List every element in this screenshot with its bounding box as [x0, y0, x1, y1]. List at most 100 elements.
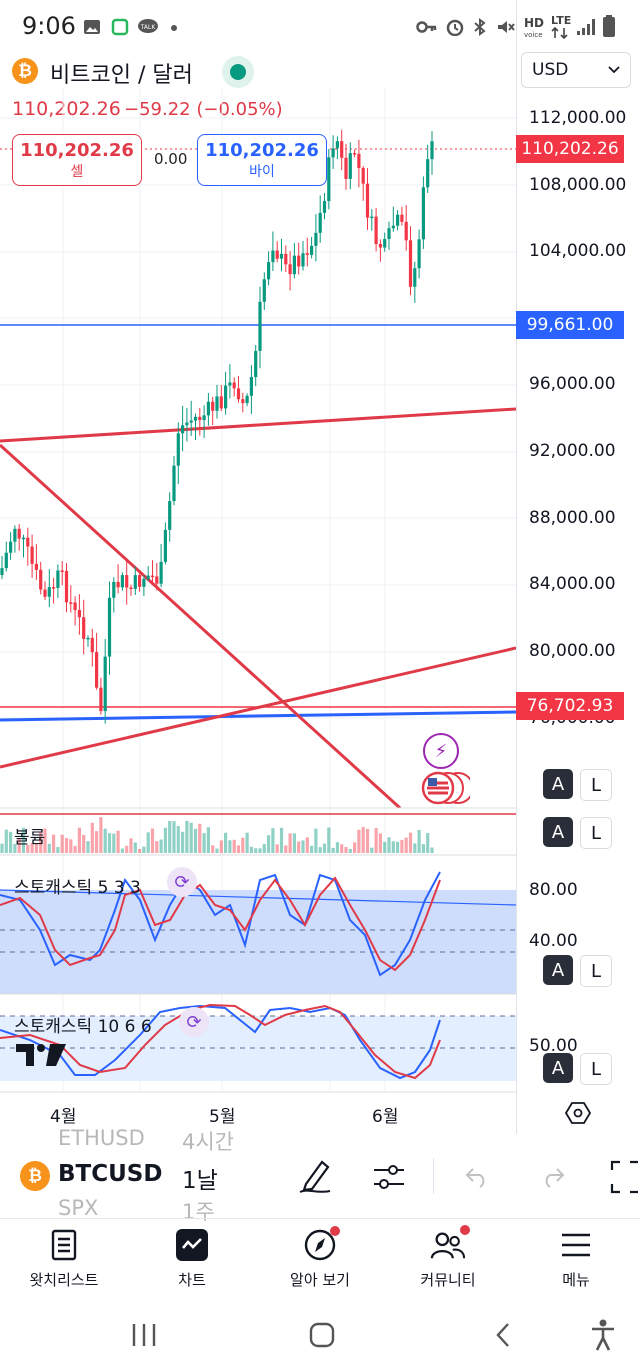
volume-bar	[314, 828, 318, 853]
svg-text:HD: HD	[524, 16, 544, 30]
candle-body	[60, 570, 64, 572]
price-tick: 108,000.00	[529, 175, 627, 195]
volume-bar	[176, 826, 180, 853]
candle-body	[138, 575, 142, 587]
stoch2-panel-label[interactable]: 스토캐스틱 10 6 6	[14, 1017, 152, 1037]
volume-bar	[43, 828, 47, 853]
volume-bar	[47, 843, 51, 853]
auto-scale-button[interactable]: A	[543, 955, 573, 985]
log-scale-button[interactable]: L	[580, 769, 612, 801]
month-label: 6월	[372, 1107, 399, 1127]
redo-icon[interactable]	[540, 1164, 566, 1188]
sync-icon[interactable]: ⟳	[167, 867, 197, 897]
candle-body	[396, 214, 400, 226]
volume-bar	[430, 847, 434, 853]
status-bar: 9:06 TALK HD voice LTE	[0, 0, 640, 56]
gallery-icon	[84, 20, 100, 34]
undo-icon[interactable]	[464, 1164, 490, 1188]
nav-community[interactable]: 커뮤니티	[384, 1219, 512, 1303]
chevron-down-icon	[608, 66, 620, 74]
symbol-picker[interactable]: BTCUSD	[58, 1161, 163, 1187]
volume-bar	[120, 848, 124, 853]
log-scale-button[interactable]: L	[580, 955, 612, 987]
volume-panel-label[interactable]: 볼륨	[14, 828, 46, 848]
trend-line-red-top	[0, 407, 516, 443]
volume-bar	[21, 827, 26, 853]
symbol-title[interactable]: 비트코인 / 달러	[50, 63, 193, 88]
volume-bars	[0, 817, 434, 853]
volume-bar	[181, 831, 185, 853]
drawing-tool-icon[interactable]	[298, 1158, 332, 1194]
volume-bar	[138, 848, 142, 853]
candle-body	[236, 388, 241, 400]
volume-bar	[417, 829, 421, 853]
candle-body	[120, 575, 124, 588]
fullscreen-icon[interactable]	[610, 1160, 640, 1194]
nav-explore[interactable]: 알아 보기	[256, 1219, 384, 1303]
currency-select[interactable]: USD	[521, 52, 631, 88]
nav-menu[interactable]: 메뉴	[512, 1219, 640, 1303]
home-icon[interactable]	[308, 1321, 336, 1349]
horizontal-line-price-tag[interactable]: 76,702.93	[516, 692, 624, 720]
volume-bar	[322, 843, 327, 853]
candle-body	[400, 214, 404, 222]
economic-event-flag-icon[interactable]	[420, 770, 470, 806]
indicators-icon[interactable]	[372, 1162, 406, 1192]
lightning-event-icon[interactable]: ⚡	[423, 733, 459, 769]
candle-body	[17, 528, 21, 539]
buy-button[interactable]: 110,202.26 바이	[197, 134, 327, 186]
candle-body	[404, 221, 408, 241]
mute-icon	[498, 21, 515, 33]
candle-body	[142, 578, 146, 587]
nav-watchlist[interactable]: 왓치리스트	[0, 1219, 128, 1303]
signal-icon	[577, 19, 595, 35]
horizontal-line-price-tag[interactable]: 99,661.00	[516, 311, 624, 339]
candle-body	[133, 575, 137, 589]
log-scale-button[interactable]: L	[580, 1053, 612, 1085]
accessibility-icon[interactable]	[590, 1318, 616, 1352]
candle-body	[258, 301, 262, 351]
chart-area[interactable]	[0, 88, 516, 1122]
candle-body	[331, 148, 335, 158]
battery-icon	[603, 15, 615, 37]
candle-body	[181, 425, 185, 434]
nav-chart[interactable]: 차트	[128, 1219, 256, 1303]
back-icon[interactable]	[492, 1321, 514, 1349]
price-tick: 92,000.00	[529, 441, 616, 461]
volume-bar	[77, 827, 81, 853]
candle-body	[340, 141, 344, 158]
volume-bar	[365, 828, 370, 853]
stoch1-panel-label[interactable]: 스토캐스틱 5 3 3	[14, 878, 141, 898]
auto-scale-button[interactable]: A	[543, 769, 573, 799]
candle-body	[370, 216, 374, 219]
candle-body	[90, 637, 94, 653]
candlestick-series	[0, 129, 434, 724]
log-scale-button[interactable]: L	[580, 817, 612, 849]
volume-bar	[142, 846, 146, 853]
app-notification-icon	[111, 18, 129, 36]
volume-bar	[4, 829, 8, 853]
volume-bar	[284, 845, 288, 853]
volume-bar	[327, 827, 331, 853]
candle-body	[193, 416, 198, 421]
auto-scale-button[interactable]: A	[543, 817, 573, 847]
chart-settings-hexagon-icon[interactable]	[565, 1101, 591, 1125]
candle-body	[275, 250, 279, 259]
interval-picker[interactable]: 1날	[182, 1168, 218, 1194]
volume-bar	[305, 837, 309, 853]
volume-bar	[408, 832, 413, 853]
volume-bar	[387, 837, 391, 853]
sync-icon[interactable]: ⟳	[179, 1007, 209, 1037]
sell-button[interactable]: 110,202.26 셀	[12, 134, 142, 186]
recent-apps-icon[interactable]	[130, 1322, 158, 1348]
candle-body	[224, 385, 228, 409]
candle-body	[305, 253, 309, 255]
volume-bar	[155, 841, 159, 853]
volume-bar	[30, 842, 34, 853]
market-open-status-icon[interactable]	[222, 56, 254, 88]
candle-body	[198, 416, 202, 421]
auto-scale-button[interactable]: A	[543, 1053, 573, 1083]
candle-body	[4, 552, 8, 569]
svg-text:TALK: TALK	[140, 24, 157, 31]
volume-bar	[159, 839, 163, 853]
